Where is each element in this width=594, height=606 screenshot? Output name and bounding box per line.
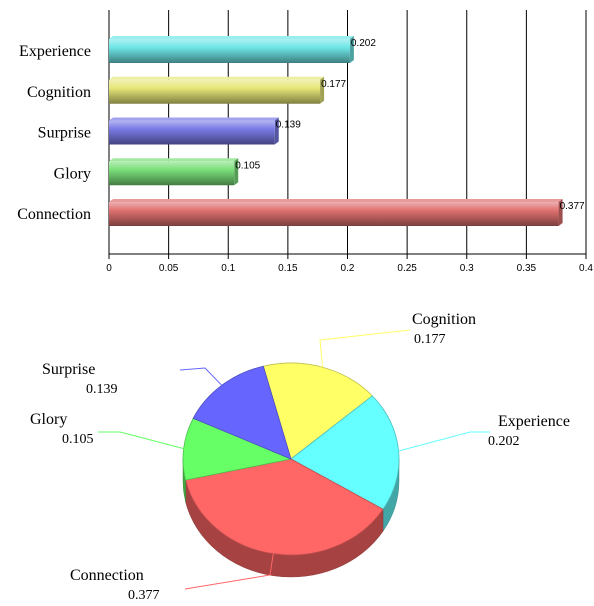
bar-end-face xyxy=(274,117,279,145)
pie-slice-label: Connection xyxy=(70,567,144,584)
category-label: Surprise xyxy=(38,125,91,142)
leader-line xyxy=(98,431,184,450)
pie-slice-value: 0.105 xyxy=(62,432,94,447)
pie-slice-surprise xyxy=(192,365,292,460)
x-tick-label: 0.2 xyxy=(341,263,355,274)
x-tick-label: 0 xyxy=(106,263,112,274)
pie-slice-label: Experience xyxy=(498,413,570,430)
bar-top-face xyxy=(109,36,354,39)
bar-end-face xyxy=(234,158,239,186)
bar-end-face xyxy=(320,76,325,104)
leader-line xyxy=(398,431,490,452)
bar-cognition xyxy=(109,79,321,104)
bar-value-label: 0.202 xyxy=(351,38,376,49)
bar-end-face xyxy=(558,199,563,226)
pie-slice-value: 0.202 xyxy=(488,434,520,449)
x-tick-label: 0.4 xyxy=(579,263,593,274)
pie-slice-cognition xyxy=(262,362,373,460)
x-tick-label: 0.3 xyxy=(460,263,474,274)
leader-line xyxy=(319,329,411,368)
bar-surprise xyxy=(109,120,275,145)
bar-top-face xyxy=(109,158,239,162)
x-tick-label: 0.35 xyxy=(517,263,537,274)
category-label: Cognition xyxy=(27,84,91,101)
pie-slice-value: 0.377 xyxy=(128,588,160,603)
leader-line xyxy=(179,367,223,386)
bar-top-face xyxy=(109,76,325,80)
x-tick-label: 0.05 xyxy=(159,263,179,274)
category-label: Connection xyxy=(17,206,91,223)
pie-slice-label: Cognition xyxy=(412,311,476,328)
bar-chart: 0 0.05 0.1 0.15 0.2 0.25 0.3 0.35 0.4 Experience 0… xyxy=(17,10,593,274)
pie-chart: Cognition 0.177 Experience 0.202 Connection 0… xyxy=(30,311,570,603)
leader-line xyxy=(184,553,274,590)
bar-connection xyxy=(109,202,559,226)
bar-value-label: 0.139 xyxy=(276,120,301,131)
pie-slice-label: Glory xyxy=(30,411,67,428)
bar-value-label: 0.105 xyxy=(235,160,260,171)
bar-top-face xyxy=(109,117,279,121)
bar-top-face xyxy=(109,199,563,202)
pie-slice-value: 0.177 xyxy=(414,332,446,347)
pie-slice-label: Surprise xyxy=(42,361,95,378)
bar-value-label: 0.177 xyxy=(321,79,346,90)
category-label: Experience xyxy=(19,43,91,60)
bar-glory xyxy=(109,161,235,186)
bar-value-label: 0.377 xyxy=(560,201,585,212)
bar-experience xyxy=(109,39,350,63)
category-label: Glory xyxy=(54,165,91,182)
pie-slice-glory xyxy=(182,417,293,481)
x-tick-label: 0.25 xyxy=(397,263,417,274)
x-tick-label: 0.15 xyxy=(278,263,298,274)
bar-end-face xyxy=(349,36,354,63)
x-tick-label: 0.1 xyxy=(221,263,235,274)
pie-slice-value: 0.139 xyxy=(86,382,118,397)
